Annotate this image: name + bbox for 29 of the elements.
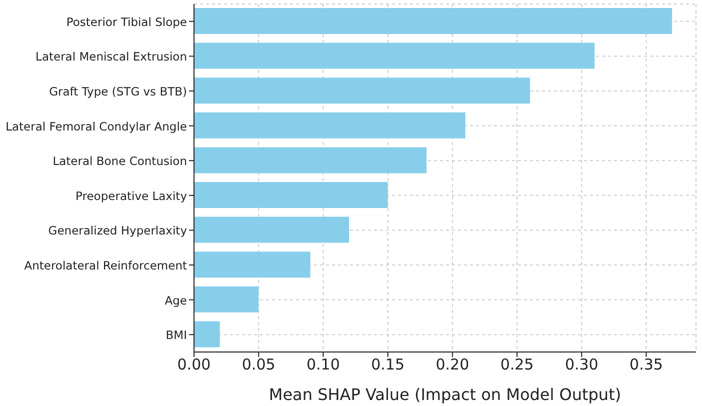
y-tick-label: Lateral Meniscal Extrusion (36, 50, 187, 64)
y-tick-label: Posterior Tibial Slope (66, 14, 187, 29)
x-axis-title: Mean SHAP Value (Impact on Model Output) (268, 385, 622, 404)
x-tick-label: 0.15 (371, 356, 405, 374)
bar (194, 182, 388, 208)
y-tick-label: Preoperative Laxity (76, 188, 188, 203)
y-tick-label: Generalized Hyperlaxity (48, 224, 188, 238)
y-tick-label: Graft Type (STG vs BTB) (49, 84, 187, 98)
bar (194, 112, 466, 138)
y-tick-label: Age (164, 293, 187, 308)
x-tick-label: 0.20 (436, 356, 470, 374)
x-tick-label: 0.25 (500, 356, 534, 374)
y-tick-label: BMI (166, 328, 187, 342)
x-tick-label: 0.35 (630, 356, 663, 374)
bar (194, 321, 220, 348)
x-tick-label: 0.30 (564, 356, 598, 374)
bar (194, 252, 310, 278)
y-tick-label: Anterolateral Reinforcement (24, 258, 188, 272)
x-tick-label: 0.05 (242, 356, 276, 374)
x-tick-label: 0.10 (306, 356, 340, 374)
bar (194, 147, 427, 174)
y-tick-label: Lateral Bone Contusion (52, 154, 187, 168)
y-tick-label: Lateral Femoral Condylar Angle (6, 119, 187, 134)
bar (194, 286, 259, 312)
bar (194, 78, 530, 104)
bar (194, 8, 672, 34)
x-tick-label: 0.00 (177, 356, 211, 374)
bar (194, 216, 350, 243)
bar (194, 42, 595, 69)
